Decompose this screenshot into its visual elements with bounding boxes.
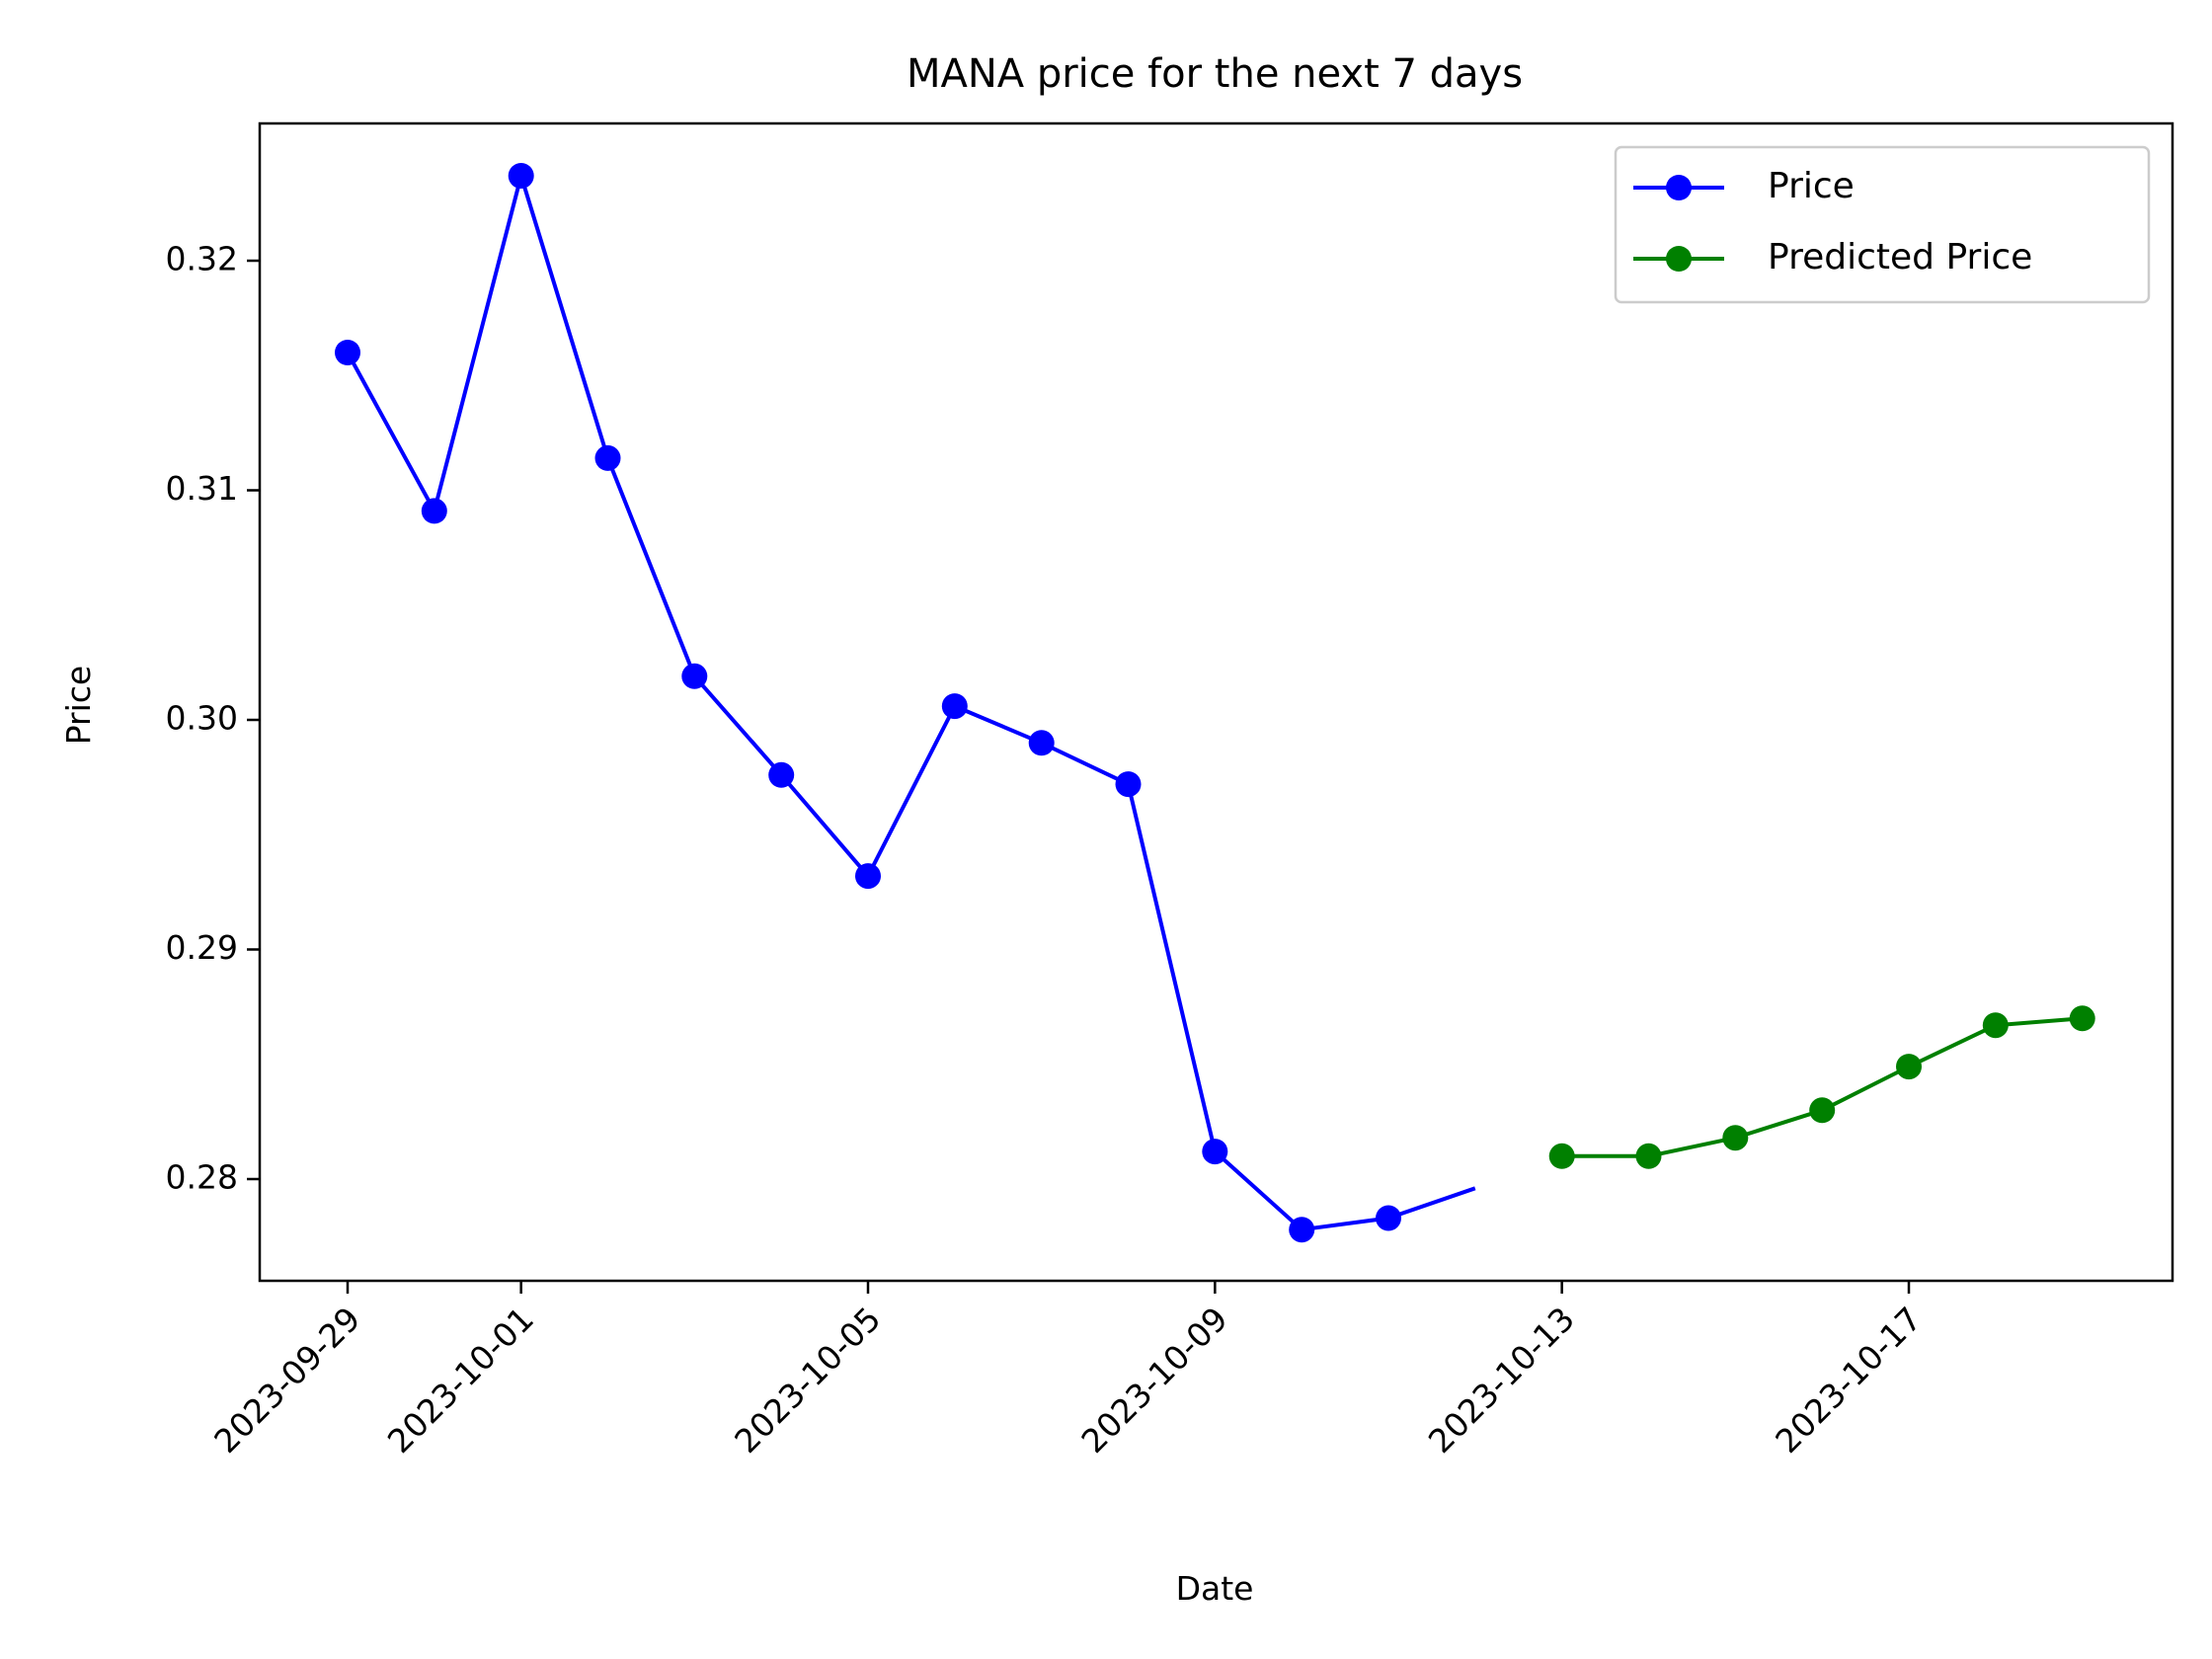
price-point — [1376, 1205, 1401, 1231]
y-tick-label: 0.29 — [166, 928, 238, 967]
predicted-price-point — [1548, 1143, 1575, 1169]
price-point — [1289, 1217, 1315, 1243]
chart-title: MANA price for the next 7 days — [907, 51, 1523, 97]
price-point — [421, 498, 447, 524]
price-point — [1202, 1139, 1228, 1165]
predicted-price-point — [1896, 1054, 1922, 1080]
legend-box — [1614, 145, 2151, 304]
price-point — [941, 693, 968, 720]
price-point — [768, 761, 795, 788]
y-axis: 0.28 0.29 0.30 0.31 0.32 — [166, 240, 260, 1197]
price-point — [855, 863, 881, 890]
price-point — [594, 444, 621, 471]
predicted-price-point — [1809, 1097, 1836, 1124]
price-point — [1115, 771, 1142, 798]
price-point — [335, 340, 360, 365]
series-layer — [335, 163, 2095, 1243]
price-point — [1028, 730, 1055, 756]
y-tick-label: 0.30 — [166, 699, 238, 738]
y-axis-title: Price — [59, 666, 98, 746]
legend-predicted-price-marker — [1666, 246, 1692, 272]
price-point — [681, 663, 708, 689]
legend: Price Predicted Price — [1614, 145, 2151, 304]
y-tick-label: 0.28 — [166, 1158, 238, 1197]
x-axis-title: Date — [1176, 1569, 1254, 1608]
predicted-price-point — [1722, 1125, 1749, 1151]
y-tick-label: 0.32 — [166, 240, 238, 278]
predicted-price-point — [1635, 1143, 1662, 1169]
price-point — [508, 163, 534, 189]
y-tick-label: 0.31 — [166, 469, 238, 508]
legend-price-marker — [1666, 175, 1692, 200]
legend-price-label: Price — [1768, 166, 1855, 206]
predicted-price-point — [1982, 1012, 2009, 1039]
legend-predicted-price-label: Predicted Price — [1768, 237, 2032, 277]
price-line — [346, 174, 1476, 1232]
predicted-price-point — [2069, 1005, 2095, 1032]
